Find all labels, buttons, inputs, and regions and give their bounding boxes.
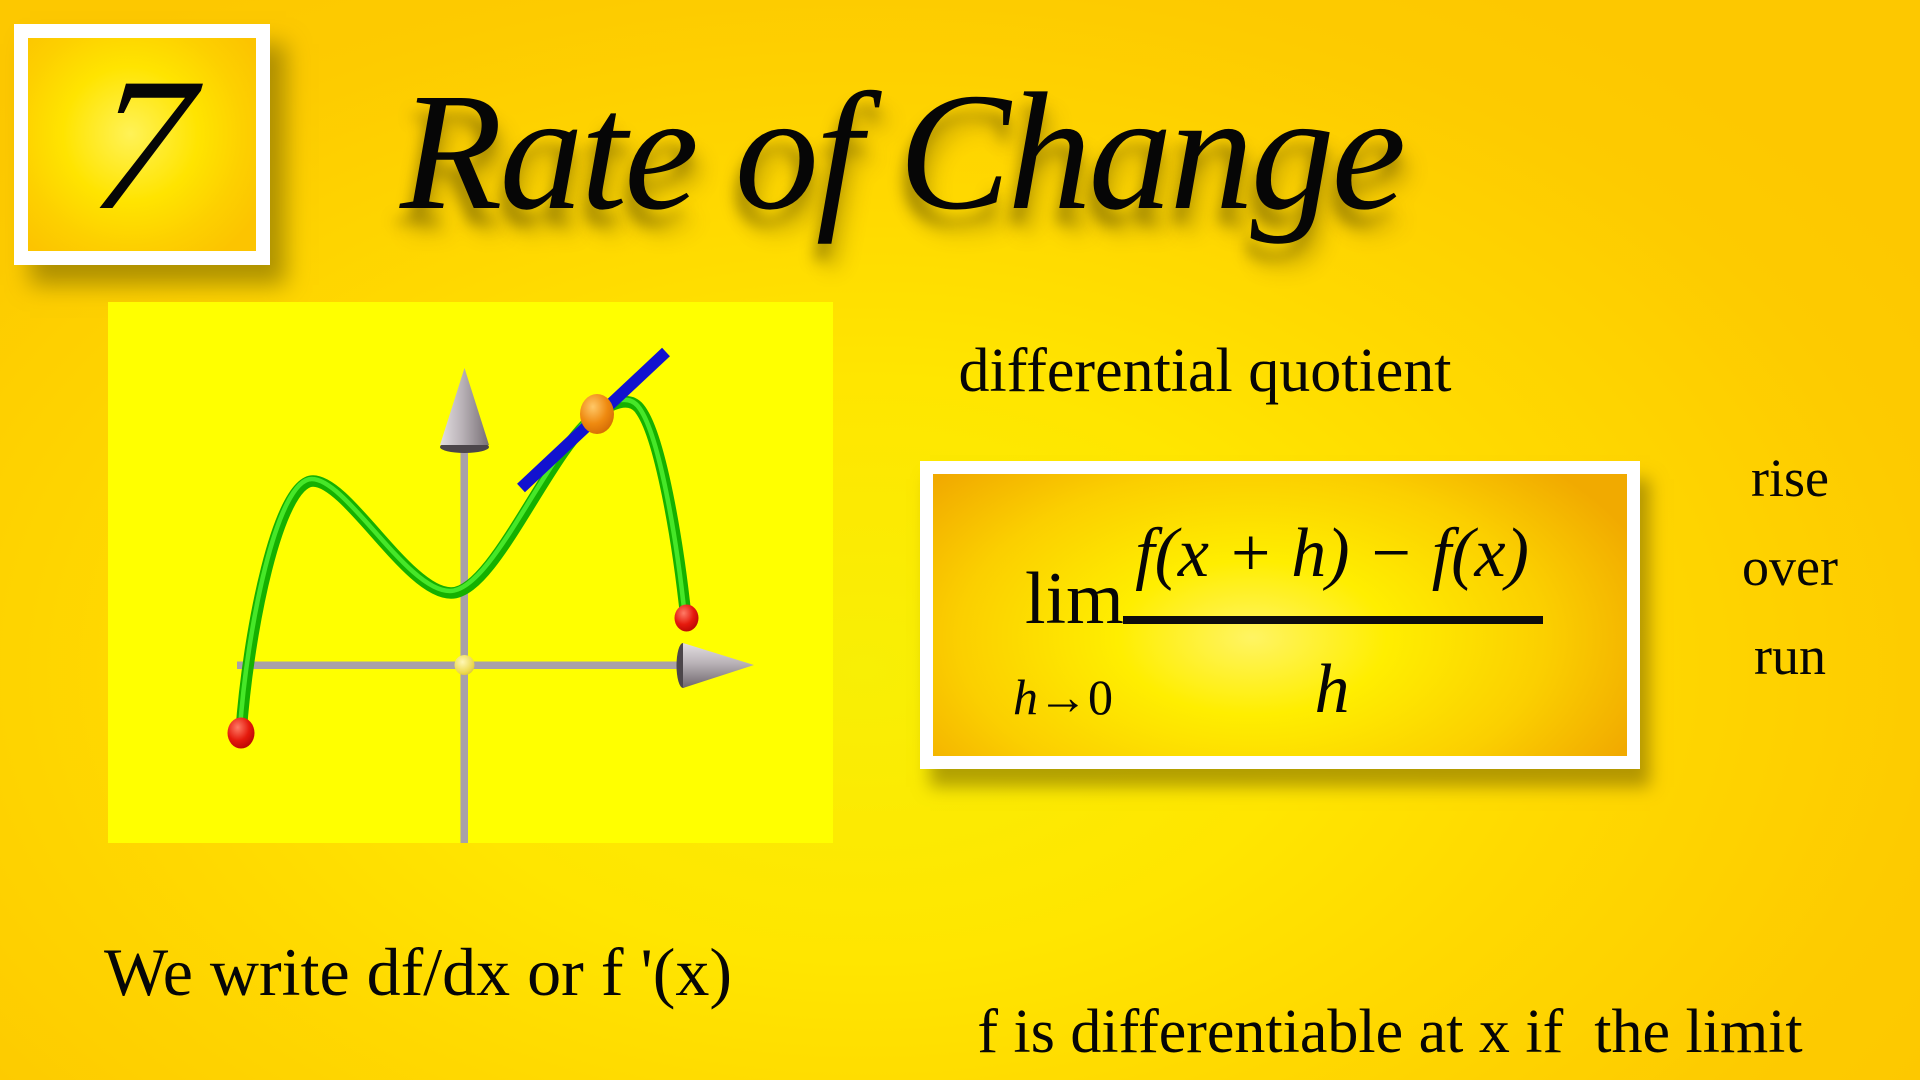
limit-operator: lim bbox=[1025, 558, 1124, 640]
x-axis-arrowhead bbox=[683, 643, 754, 688]
rise-over-run-label: rise over run bbox=[1650, 434, 1920, 701]
fraction-bar bbox=[1123, 616, 1543, 624]
origin-point bbox=[454, 655, 475, 675]
formula-box: lim h→0 f(x + h) − f(x) h bbox=[920, 461, 1640, 769]
lesson-number-badge: 7 bbox=[14, 24, 270, 265]
graph-panel bbox=[108, 302, 833, 843]
fraction-denominator: h bbox=[1314, 651, 1350, 728]
differentiability-line1: f is differentiable at x if the limit bbox=[977, 998, 1803, 1066]
rise-word: rise bbox=[1751, 448, 1829, 508]
point-of-tangency bbox=[580, 394, 614, 434]
arrow-icon: → bbox=[1038, 669, 1088, 725]
lesson-number: 7 bbox=[83, 39, 201, 250]
lesson-number-frame: 7 bbox=[28, 38, 256, 251]
limit-variable: h bbox=[1013, 669, 1038, 725]
page-title: Rate of Change bbox=[400, 59, 1406, 245]
fraction-numerator: f(x + h) − f(x) bbox=[1135, 515, 1529, 592]
formula-frame: lim h→0 f(x + h) − f(x) h bbox=[933, 474, 1627, 756]
limit-subscript: h→0 bbox=[1013, 670, 1113, 724]
differential-quotient-label: differential quotient bbox=[958, 337, 1452, 405]
function-graph bbox=[227, 347, 754, 843]
y-axis-arrowhead bbox=[440, 368, 489, 445]
differentiability-note: f is differentiable at x if the limit ab… bbox=[895, 812, 1885, 1080]
curve-endpoint-right bbox=[674, 604, 699, 632]
over-word: over bbox=[1742, 537, 1838, 597]
curve-endpoint-left bbox=[227, 717, 255, 749]
curve-highlight bbox=[237, 397, 688, 734]
limit-target: 0 bbox=[1088, 669, 1113, 725]
y-axis bbox=[460, 442, 468, 843]
run-word: run bbox=[1754, 626, 1826, 686]
notation-note: We write df/dx or f '(x) bbox=[104, 934, 733, 1010]
